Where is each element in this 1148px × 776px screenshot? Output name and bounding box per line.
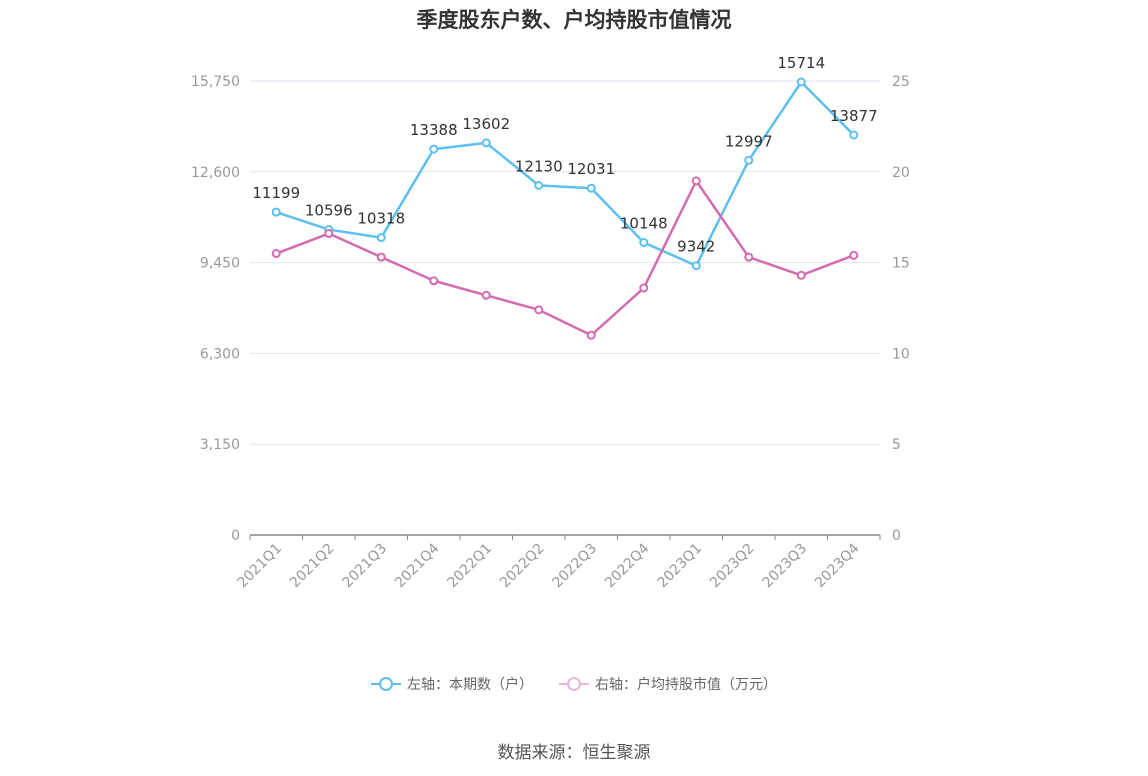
series-2-point [376,252,386,262]
x-axis-tick-label: 2023Q3 [759,541,810,592]
x-axis-tick-label: 2023Q1 [654,541,705,592]
data-label: 12031 [567,160,615,178]
data-label: 13388 [410,121,458,139]
data-label: 11199 [252,184,300,202]
series-line-1 [275,80,855,267]
legend-item-right[interactable]: 右轴：户均持股市值（万元） [559,674,777,694]
data-label: 13877 [830,107,878,125]
series-1-point [796,77,806,87]
right-axis-tick-label: 5 [892,437,901,453]
series-1-point [586,183,596,193]
right-axis-tick-label: 25 [892,74,910,90]
left-axis-tick-label: 15,750 [191,74,240,90]
data-label: 10596 [305,202,353,220]
series-1-point [639,237,649,247]
series-1-point [534,180,544,190]
x-axis-tick-label: 2022Q2 [497,541,548,592]
right-axis-tick-label: 10 [892,346,910,362]
x-axis-tick-label: 2021Q4 [392,540,443,591]
x-axis-tick-label: 2023Q2 [707,541,758,592]
series-2-point [271,249,281,259]
chart-title: 季度股东户数、户均持股市值情况 [416,8,732,32]
series-1-point [481,138,491,148]
legend-label-right: 右轴：户均持股市值（万元） [595,677,777,693]
series-2-point [796,270,806,280]
x-axis-tick-label: 2022Q3 [549,541,600,592]
x-axis-tick-label: 2021Q2 [287,541,338,592]
series-line-2 [275,179,855,337]
series-2-point [744,252,754,262]
data-label: 12130 [515,157,563,175]
series-1-point [691,261,701,271]
left-axis-tick-label: 12,600 [191,165,240,181]
x-axis-tick-label: 2021Q3 [339,541,390,592]
right-axis-tick-label: 0 [892,528,901,544]
series-1-point [849,130,859,140]
x-axis-tick-label: 2021Q1 [234,541,285,592]
series-2-point [534,305,544,315]
series-2-point [324,229,334,239]
data-label: 13602 [462,115,510,133]
legend: 左轴：本期数（户） 右轴：户均持股市值（万元） [0,674,1148,694]
data-label: 9342 [677,238,715,256]
x-axis-tick-label: 2023Q4 [812,540,863,591]
left-axis-tick-label: 3,150 [200,437,240,453]
legend-swatch-right [559,677,589,691]
series-1-point [376,233,386,243]
x-axis-tick-label: 2022Q1 [444,541,495,592]
source-note: 数据来源：恒生聚源 [497,743,651,763]
legend-item-left[interactable]: 左轴：本期数（户） [371,674,533,694]
left-axis-tick-label: 9,450 [200,256,240,272]
x-axis-tick-label: 2022Q4 [602,540,653,591]
data-label: 10318 [357,210,405,228]
left-axis-tick-label: 6,300 [200,346,240,362]
data-label: 10148 [620,214,668,232]
left-axis-tick-label: 0 [231,528,240,544]
series-2-point [639,283,649,293]
legend-label-left: 左轴：本期数（户） [407,677,533,693]
series-1-point [271,207,281,217]
series-2-point [481,290,491,300]
series-2-point [586,330,596,340]
right-axis-tick-label: 15 [892,256,910,272]
series-1-point [744,155,754,165]
series-2-point [849,250,859,260]
series-2-point [429,276,439,286]
data-label: 15714 [777,54,825,72]
right-axis-tick-label: 20 [892,165,910,181]
series-2-point [691,176,701,186]
legend-swatch-left [371,677,401,691]
data-label: 12997 [725,132,773,150]
series-1-point [429,144,439,154]
